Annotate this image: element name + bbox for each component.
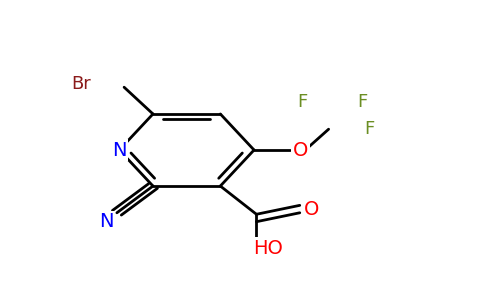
- Text: F: F: [357, 93, 367, 111]
- Text: HO: HO: [254, 239, 284, 258]
- Text: O: O: [293, 140, 308, 160]
- Text: Br: Br: [71, 75, 91, 93]
- Text: N: N: [112, 140, 126, 160]
- Text: F: F: [364, 120, 375, 138]
- Text: F: F: [297, 93, 307, 111]
- Text: O: O: [304, 200, 319, 219]
- Text: N: N: [99, 212, 114, 231]
